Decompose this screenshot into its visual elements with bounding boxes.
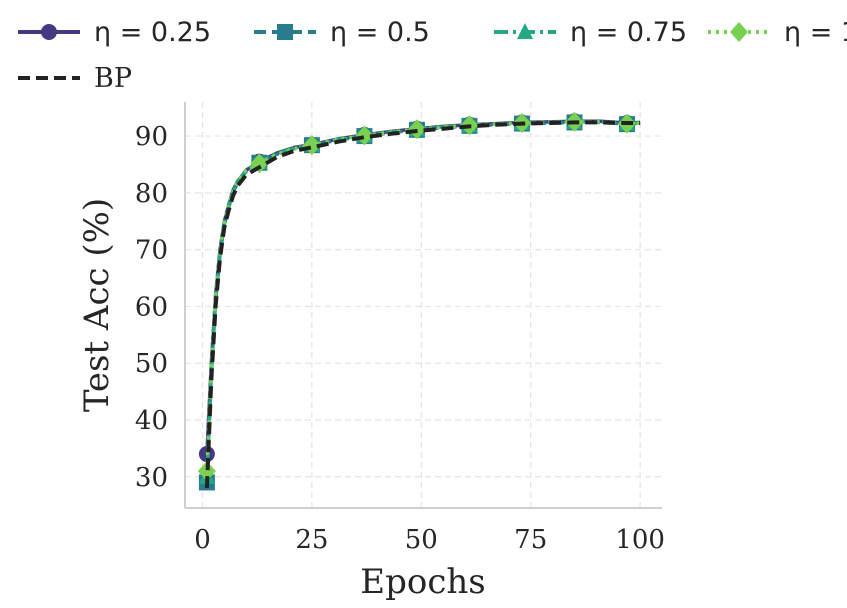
y-tick-label: 80: [135, 179, 168, 209]
legend-item: η = 0.5: [254, 17, 430, 48]
x-tick-labels: 0 25 50 75 100: [194, 525, 665, 555]
legend-marker: [517, 23, 533, 39]
series-lines: [197, 111, 641, 491]
legend-label: η = 1.0: [784, 17, 847, 48]
y-tick-label: 50: [135, 349, 168, 379]
x-tick-label: 0: [194, 525, 211, 555]
y-tick-label: 90: [135, 122, 168, 152]
data-point: [355, 125, 374, 146]
legend-item: η = 0.25: [18, 17, 211, 48]
legend-item: η = 1.0: [708, 17, 847, 48]
legend-label: BP: [94, 63, 132, 94]
y-tick-label: 40: [135, 406, 168, 436]
legend: η = 0.25 η = 0.5 η = 0.75 η = 1.0 BP: [18, 17, 847, 94]
series-line: [205, 119, 641, 455]
y-axis-title: Test Acc (%): [77, 198, 117, 412]
y-tick-label: 70: [135, 236, 168, 266]
y-tick-label: 30: [135, 463, 168, 493]
series-3: [197, 111, 641, 482]
legend-marker: [41, 24, 57, 40]
axes: [184, 102, 662, 509]
y-tick-labels: 30 40 50 60 70 80 90: [135, 122, 168, 493]
x-tick-label: 100: [615, 525, 665, 555]
x-tick-label: 25: [295, 525, 328, 555]
legend-label: η = 0.25: [94, 17, 211, 48]
series-4: [204, 120, 641, 489]
legend-marker: [277, 24, 293, 40]
y-tick-label: 60: [135, 292, 168, 322]
series-line: [204, 120, 641, 489]
legend-label: η = 0.75: [570, 17, 687, 48]
series-line: [205, 120, 641, 483]
series-2: [198, 112, 641, 484]
series-line: [205, 120, 641, 472]
x-tick-label: 50: [405, 525, 438, 555]
data-point: [197, 461, 216, 482]
grid-lines: [185, 102, 662, 508]
legend-item: BP: [18, 63, 132, 94]
x-axis-title: Epochs: [360, 562, 485, 602]
series-line: [205, 120, 641, 477]
series-1: [198, 114, 641, 491]
x-tick-label: 75: [514, 525, 547, 555]
legend-marker: [730, 22, 748, 42]
legend-item: η = 0.75: [494, 17, 687, 48]
legend-label: η = 0.5: [330, 17, 430, 48]
